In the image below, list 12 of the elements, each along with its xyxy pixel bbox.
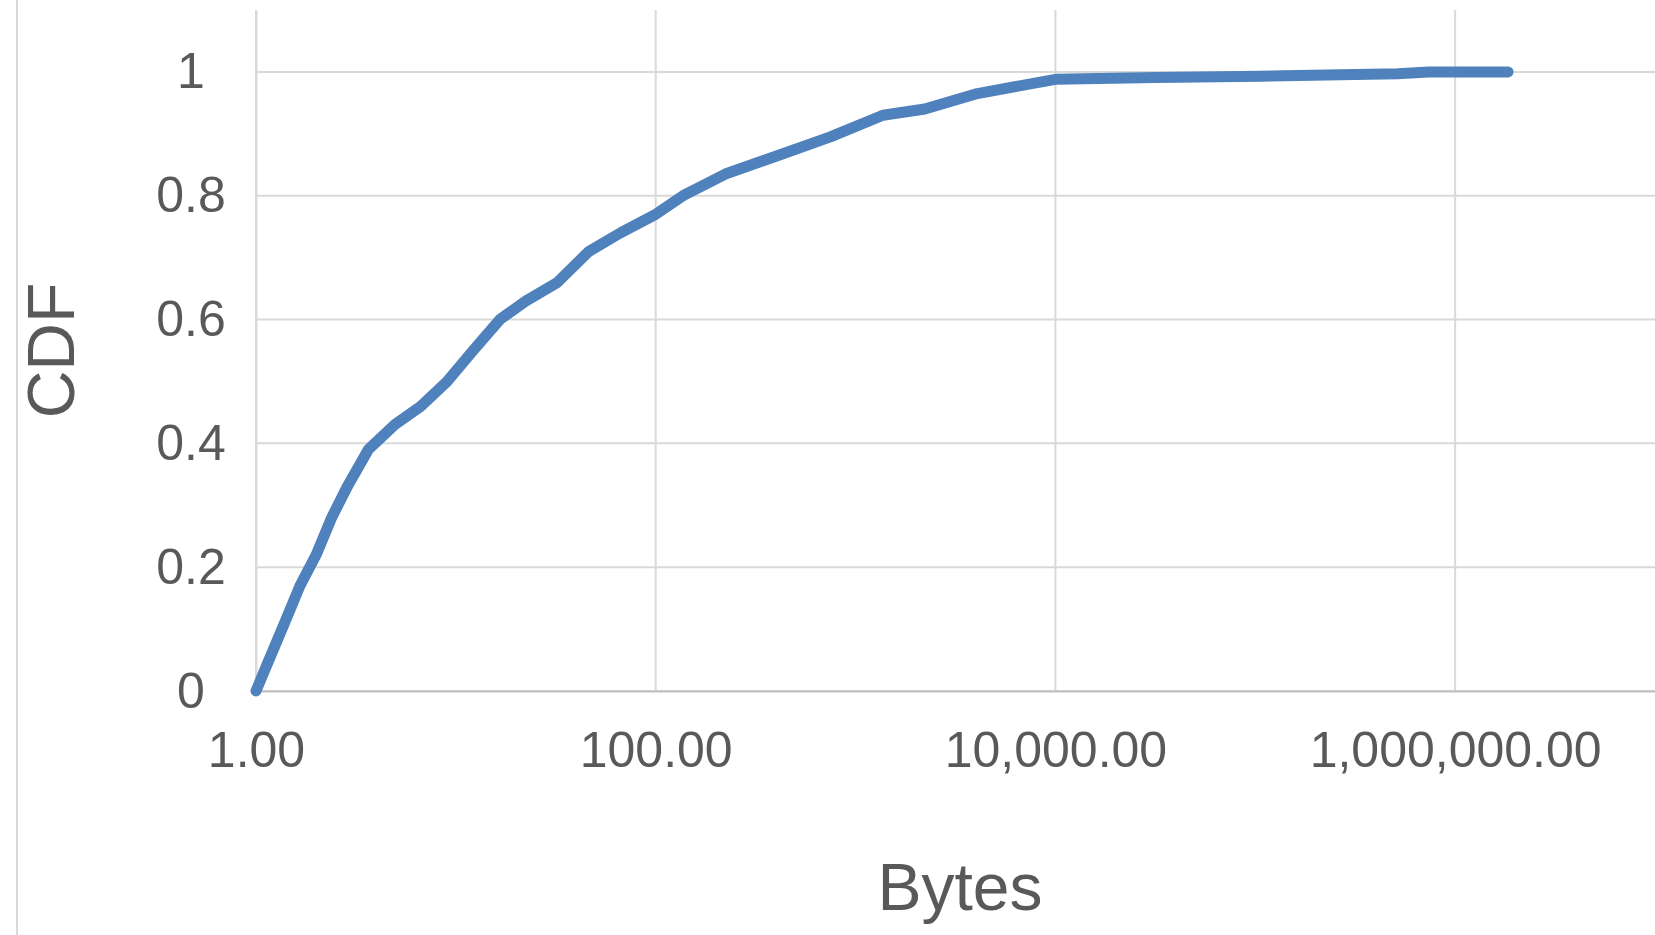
x-tick-label: 1,000,000.00 <box>1309 721 1602 778</box>
y-tick-label: 0 <box>177 662 205 719</box>
y-tick-label: 0.6 <box>156 291 226 348</box>
x-tick-label: 1.00 <box>207 721 306 778</box>
y-tick-label: 0.4 <box>156 414 226 471</box>
y-axis-title: CDF <box>14 282 88 419</box>
x-axis-title: Bytes <box>877 850 1043 924</box>
y-tick-label: 0.8 <box>156 167 226 224</box>
y-tick-label: 1 <box>177 43 205 100</box>
x-tick-label: 100.00 <box>579 721 733 778</box>
x-tick-label: 10,000.00 <box>944 721 1168 778</box>
y-tick-label: 0.2 <box>156 538 226 595</box>
